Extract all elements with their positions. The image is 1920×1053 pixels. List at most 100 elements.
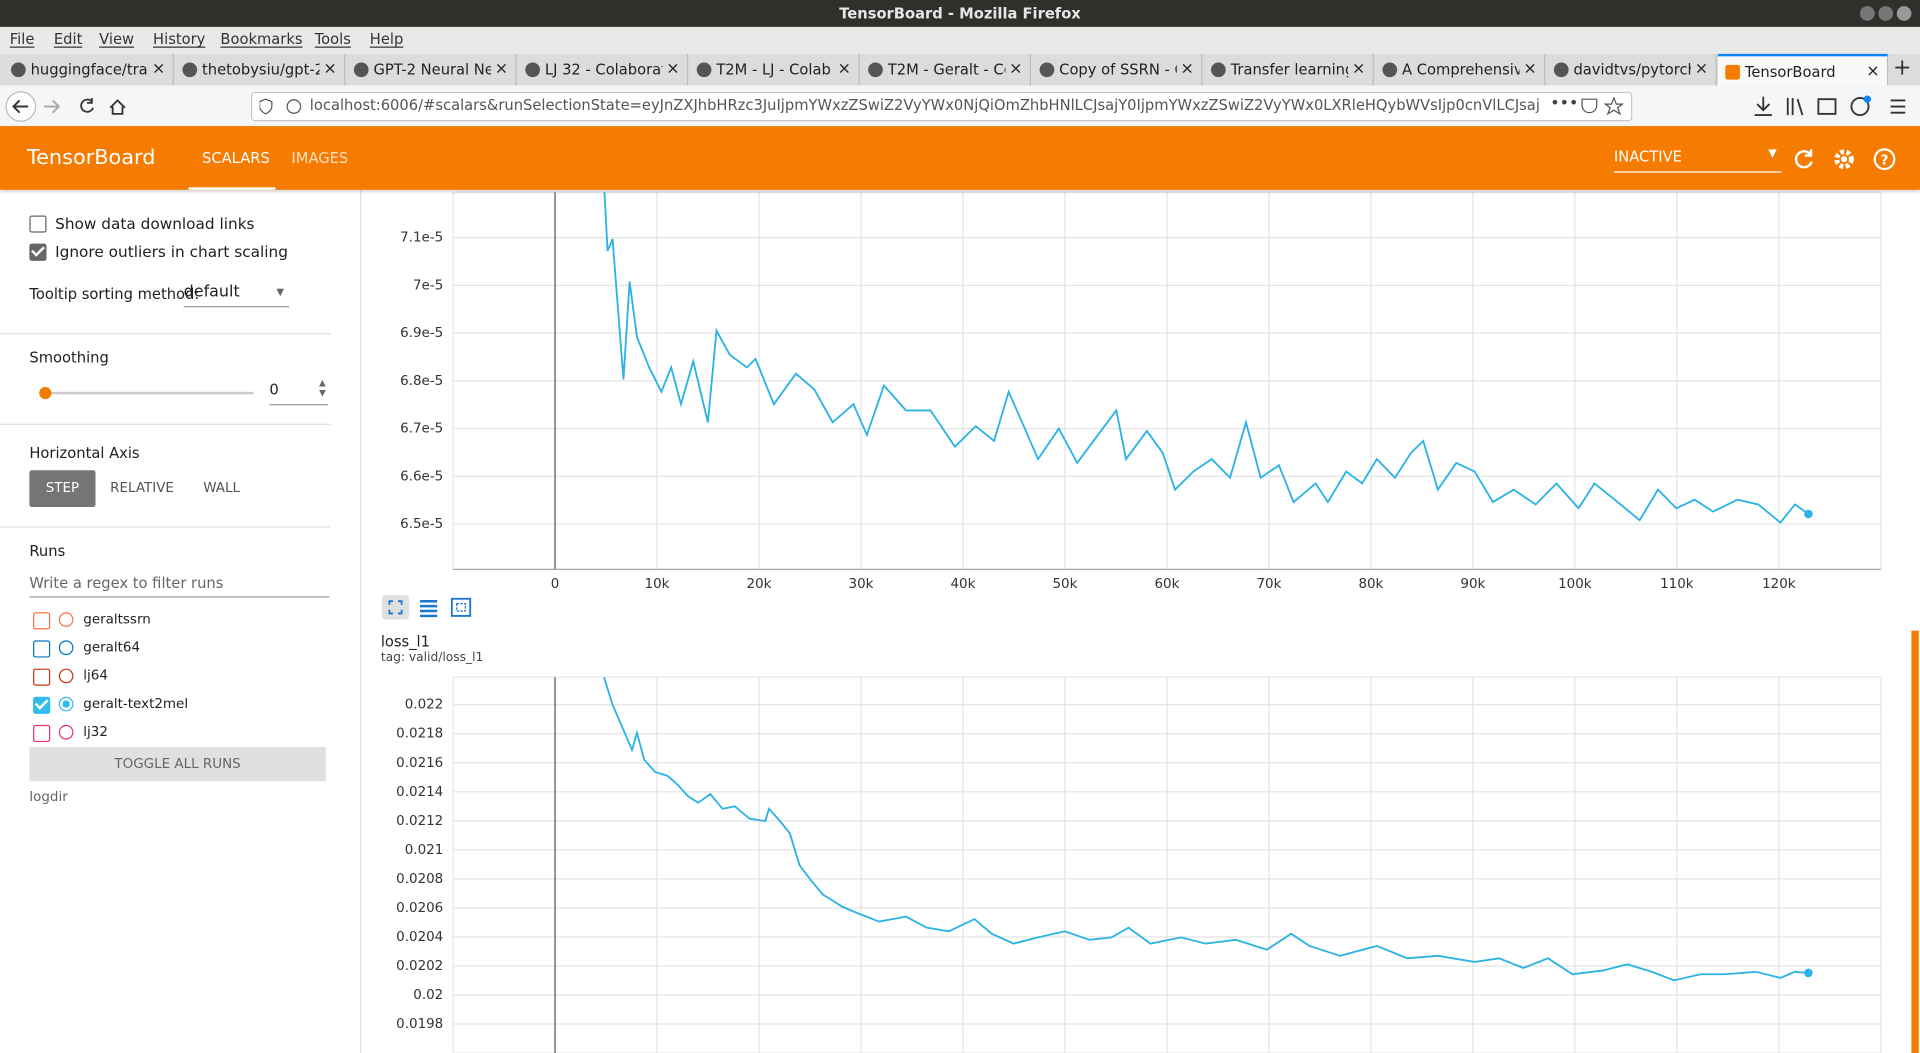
refresh-button[interactable] [1794,149,1813,169]
run-radio[interactable] [58,696,74,712]
browser-tab[interactable]: A Comprehensiv × [1375,53,1546,86]
axis-button[interactable]: STEP [29,470,96,507]
tab-close[interactable]: × [837,60,852,79]
smoothing-input[interactable]: 0 ▲ ▼ [269,378,329,406]
tab-close[interactable]: × [1523,60,1537,79]
browser-tab[interactable]: huggingface/tra × [4,53,174,86]
tab-close[interactable]: × [1694,60,1709,79]
menu-item[interactable]: Help [369,30,404,48]
forward-button[interactable] [44,99,61,114]
reload-button[interactable] [80,97,94,113]
tab-title: Transfer learning [1230,61,1349,79]
run-checkbox[interactable] [33,612,51,630]
account[interactable] [1850,97,1870,117]
browser-tab[interactable]: davidtvs/pytorch × [1547,53,1717,86]
tab-close[interactable]: × [494,60,509,79]
sidebar-toggle[interactable] [1817,98,1837,115]
app-menu[interactable] [1890,99,1906,114]
run-checkbox[interactable] [33,668,51,686]
close[interactable] [1896,6,1912,21]
browser-tab[interactable]: Copy of SSRN - C × [1032,53,1203,86]
browser-tab[interactable]: Transfer learning × [1204,53,1374,86]
menu-item[interactable]: File [9,30,35,48]
home-button[interactable] [109,99,126,115]
browser-tab[interactable]: TensorBoard × [1717,53,1889,86]
data-line [603,192,1809,524]
axis-button[interactable]: WALL [203,480,241,496]
run-radio[interactable] [58,724,74,740]
tab-close[interactable]: × [1009,60,1023,79]
help-button[interactable] [1873,148,1896,171]
browser-tab[interactable]: thetobysiu/gpt-2 × [175,53,346,86]
slider-thumb[interactable] [39,386,52,400]
toggle-runs[interactable]: TOGGLE ALL RUNS [29,746,326,782]
nav-tab[interactable]: IMAGES [291,149,349,167]
log-scale-button[interactable] [420,600,438,618]
tab-title: GPT-2 Neural Ne [373,61,492,79]
tab-close[interactable]: × [151,60,166,79]
browser-tab[interactable]: GPT-2 Neural Ne × [347,53,517,86]
pocket-icon[interactable] [1581,98,1598,114]
library[interactable] [1786,97,1804,116]
spinner[interactable]: ▲ ▼ [319,378,326,398]
logdir: logdir [29,788,68,805]
menu-item[interactable]: Edit [53,30,83,48]
tab-title: thetobysiu/gpt-2 [202,61,320,79]
run-radio[interactable] [58,612,74,627]
downloads[interactable] [1754,96,1772,117]
run-radio[interactable] [58,668,74,684]
option-label: Ignore outliers in chart scaling [55,242,288,261]
scrollbar[interactable] [1911,630,1919,1053]
brand: TensorBoard [26,145,156,171]
browser-tab[interactable]: T2M - LJ - Colab × [689,53,860,86]
status-select[interactable]: INACTIVE ▼ [1613,148,1782,173]
option-checkbox[interactable] [29,242,47,261]
tab-close[interactable]: × [666,60,680,79]
run-name: geralt-text2mel [83,695,189,712]
menu-item[interactable]: Tools [314,30,351,48]
tab-bar: + huggingface/tra × thetobysiu/gpt-2 × GPT-2… [0,53,1920,86]
option-checkbox[interactable] [29,215,47,233]
axis-button[interactable]: RELATIVE [110,480,174,496]
y-tick-label: 6.9e-5 [400,326,443,341]
new-tab[interactable]: + [1893,55,1912,81]
help-mark: ? [1881,153,1889,168]
expand-button[interactable] [382,595,409,620]
chart-toolbar [382,595,472,620]
divider [0,423,331,425]
fit-domain-button[interactable] [450,597,472,617]
browser-tab[interactable]: T2M - Geralt - Co × [861,53,1032,86]
menu-item[interactable]: View [99,30,135,48]
minimize[interactable] [1860,6,1875,21]
menu-bar: File Edit View History Bookmarks Tools Help [0,26,1920,54]
run-filter[interactable]: Write a regex to filter runs [29,574,330,598]
settings-button[interactable] [1834,149,1854,169]
tab-close[interactable]: × [1351,60,1366,79]
fit-domain-icon [456,603,466,612]
nav-tab[interactable]: SCALARS [202,149,270,167]
run-checkbox[interactable] [33,695,51,714]
run-checkbox[interactable] [33,724,51,743]
menu-item[interactable]: Bookmarks [220,30,303,48]
tab-title: huggingface/tra [30,61,148,79]
x-tick-label: 80k [1358,577,1383,592]
star-icon[interactable] [1603,96,1624,116]
tab-close[interactable]: × [323,60,337,79]
tab-close[interactable]: × [1866,62,1880,81]
tooltip-select[interactable]: default ▼ [183,283,289,308]
y-tick-label: 0.0212 [396,814,443,829]
tab-icon [182,62,198,78]
x-tick-label: 10k [645,577,670,592]
url-field[interactable]: localhost:6006/#scalars&runSelectionStat… [251,91,1633,122]
run-checkbox[interactable] [33,640,51,658]
tab-icon [1211,62,1226,78]
menu-item[interactable]: History [153,30,206,48]
run-radio[interactable] [58,640,74,656]
maximize[interactable] [1878,6,1894,21]
tab-icon [1039,62,1055,78]
tab-icon [1553,62,1569,78]
browser-tab[interactable]: LJ 32 - Colaborat × [518,53,689,86]
chart-title: loss_l1 [380,633,430,651]
tab-close[interactable]: × [1180,60,1194,79]
page-actions[interactable]: ••• [1550,94,1579,113]
